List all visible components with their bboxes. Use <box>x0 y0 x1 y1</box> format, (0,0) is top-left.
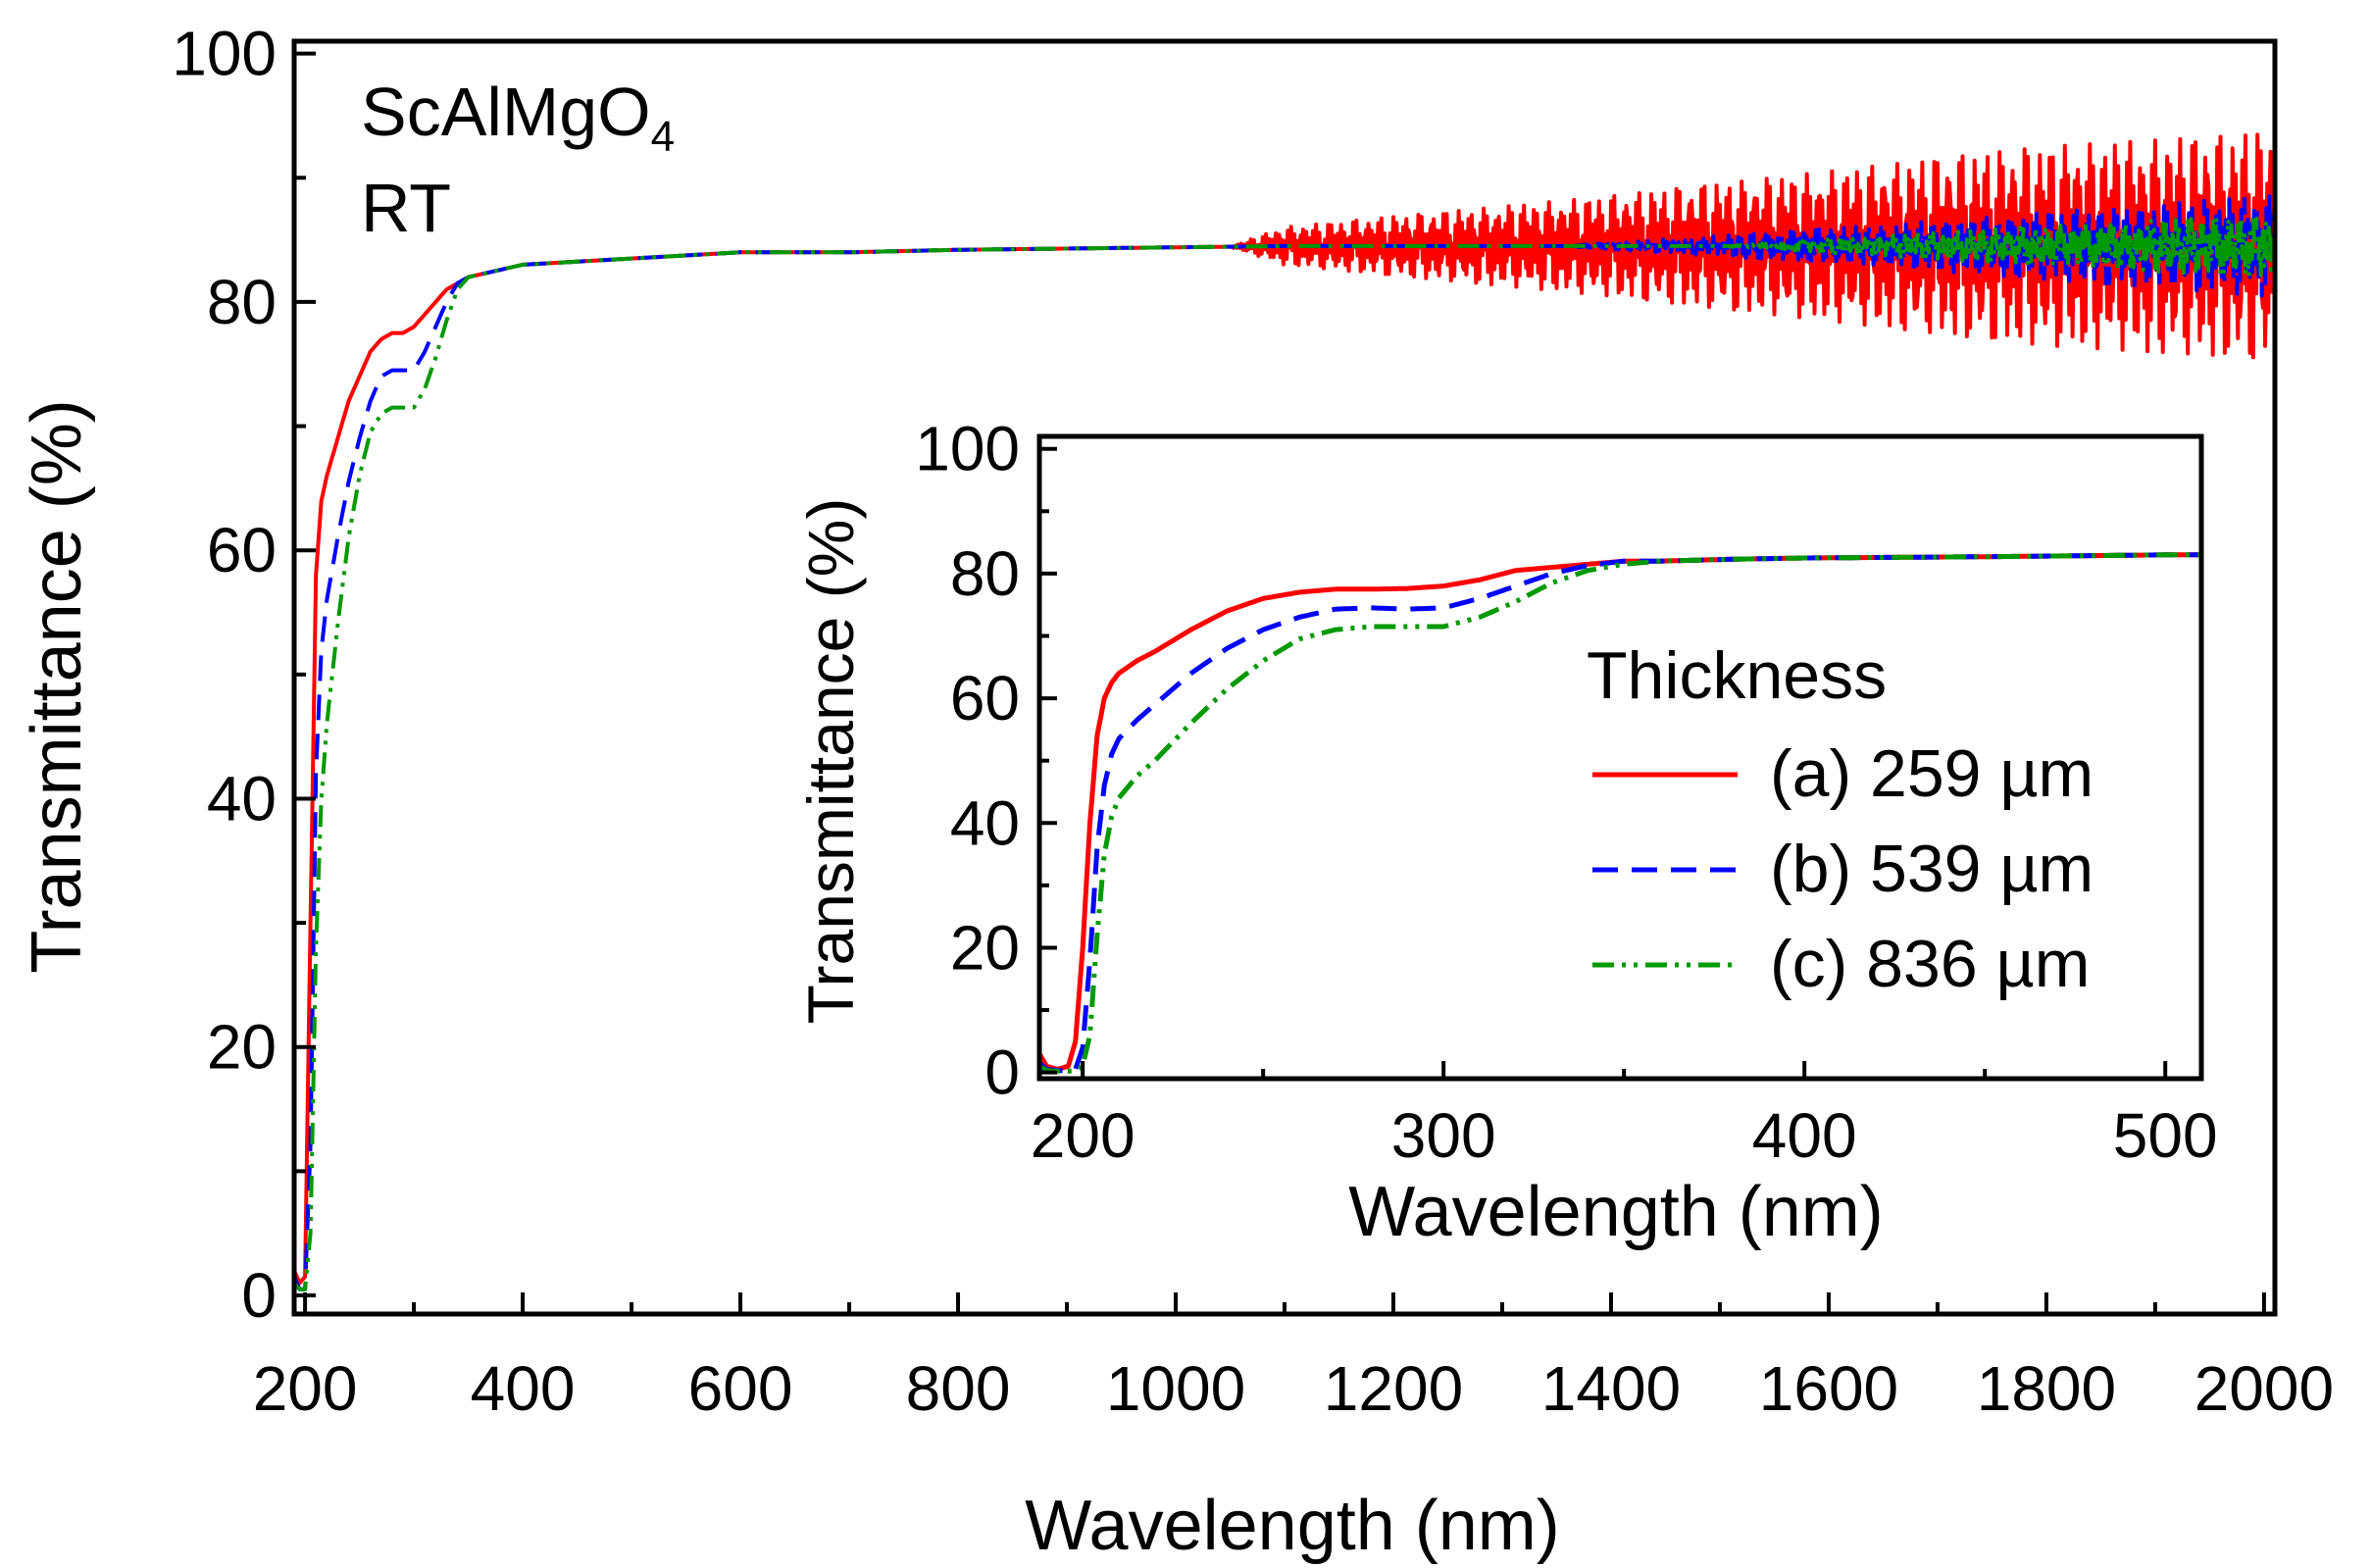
x-tick-label: 1800 <box>1977 1353 2116 1424</box>
inset-series-layer <box>1036 552 2202 1074</box>
x-tick-label: 500 <box>2113 1100 2218 1171</box>
temperature-label: RT <box>361 170 451 246</box>
y-tick-label: 80 <box>207 267 277 337</box>
x-tick-label: 200 <box>253 1353 358 1424</box>
x-tick-label: 1600 <box>1759 1353 1898 1424</box>
legend-label-a: (a) 259 µm <box>1770 736 2094 811</box>
x-tick-label: 2000 <box>2194 1353 2334 1424</box>
inset-background <box>1039 436 2201 1079</box>
y-tick-label: 20 <box>207 1012 277 1083</box>
y-tick-label: 60 <box>950 663 1020 733</box>
y-tick-label: 100 <box>915 414 1020 484</box>
y-tick-label: 0 <box>241 1260 277 1331</box>
x-tick-label: 200 <box>1031 1100 1135 1171</box>
main-x-axis-label: Wavelength (nm) <box>1025 1487 1560 1565</box>
inset-x-axis: 200 300 400 500 <box>1031 1061 2218 1171</box>
x-tick-label: 400 <box>471 1353 576 1424</box>
x-tick-label: 600 <box>688 1353 793 1424</box>
main-x-axis: 200 400 600 800 1000 1200 1400 1600 1800 2000 <box>253 1292 2334 1424</box>
sample-formula-base: ScAlMgO <box>361 74 651 150</box>
legend: Thickness (a) 259 µm (b) 539 µm (c) 836 … <box>1587 638 2094 1001</box>
sample-formula: ScAlMgO4 <box>361 74 675 161</box>
inset-x-axis-label: Wavelength (nm) <box>1348 1173 1884 1251</box>
y-tick-label: 40 <box>207 763 277 834</box>
sample-formula-subscript: 4 <box>651 113 675 161</box>
y-tick-label: 60 <box>207 515 277 585</box>
inset-plot-frame <box>1036 433 2204 1082</box>
legend-title: Thickness <box>1587 638 1887 713</box>
y-tick-label: 80 <box>950 538 1020 609</box>
series-line-main-c <box>292 213 2275 1291</box>
x-tick-label: 800 <box>906 1353 1011 1424</box>
y-tick-label: 0 <box>984 1037 1020 1108</box>
x-tick-label: 1000 <box>1106 1353 1245 1424</box>
inset-y-axis: 0 20 40 60 80 100 <box>915 414 1057 1108</box>
x-tick-label: 1200 <box>1324 1353 1463 1424</box>
inset-y-axis-label: Transmittance (%) <box>794 498 867 1025</box>
y-tick-label: 40 <box>950 787 1020 858</box>
legend-label-c: (c) 836 µm <box>1770 927 2090 1001</box>
main-y-axis-label: Transmittance (%) <box>18 399 96 973</box>
y-tick-label: 100 <box>172 19 277 89</box>
x-tick-label: 1400 <box>1541 1353 1681 1424</box>
legend-label-b: (b) 539 µm <box>1770 832 2094 906</box>
inset-plot: 200 300 400 500 0 20 40 60 80 100 Wavelength (nm… <box>794 414 2218 1251</box>
main-plot: 200 400 600 800 1000 1200 1400 1600 1800 2000 020… <box>18 19 2334 1565</box>
y-tick-label: 20 <box>950 912 1020 983</box>
x-tick-label: 400 <box>1752 1100 1857 1171</box>
main-series-layer <box>292 132 2275 1291</box>
main-y-axis: 0 20 40 60 80 100 <box>172 19 316 1331</box>
x-tick-label: 300 <box>1391 1100 1496 1171</box>
series-line-inset-c <box>1037 552 2202 1074</box>
